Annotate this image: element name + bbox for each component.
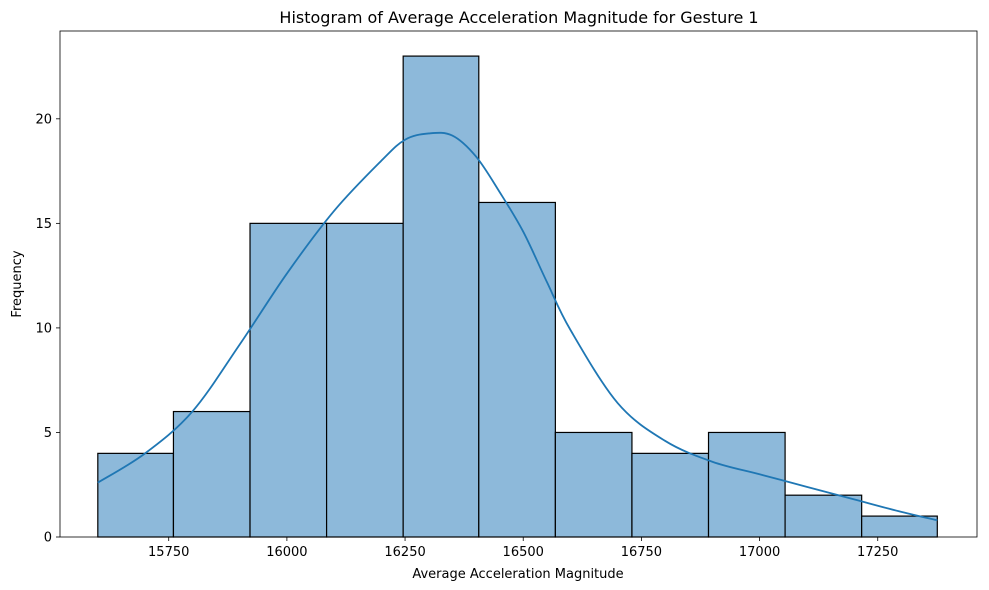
x-axis-label: Average Acceleration Magnitude xyxy=(412,567,623,582)
histogram-bar xyxy=(784,494,863,538)
y-axis-ticks: 0 5 10 15 20 xyxy=(35,112,60,546)
x-tick-label: 17000 xyxy=(739,545,780,560)
chart-title: Histogram of Average Acceleration Magnit… xyxy=(279,8,758,27)
histogram-bar xyxy=(249,222,328,538)
x-tick-label: 15750 xyxy=(148,545,189,560)
histogram-bar xyxy=(97,452,175,538)
x-tick-label: 16500 xyxy=(503,545,544,560)
x-tick-label: 16750 xyxy=(621,545,662,560)
histogram-bar xyxy=(478,201,556,538)
kde-group xyxy=(97,131,938,522)
kde-curve xyxy=(97,131,938,522)
histogram-bar xyxy=(631,452,710,538)
histogram-bar xyxy=(554,431,633,538)
x-tick-label: 16250 xyxy=(384,545,425,560)
plot-frame xyxy=(59,30,978,538)
histogram-bar xyxy=(707,431,786,538)
bars-group xyxy=(97,55,938,538)
y-tick-label: 5 xyxy=(44,426,52,441)
histogram-bar xyxy=(172,410,251,538)
x-tick-label: 17250 xyxy=(857,545,898,560)
y-tick-label: 0 xyxy=(44,531,52,546)
x-axis-ticks: 15750 16000 16250 16500 16750 17000 17250 xyxy=(148,537,898,560)
x-tick-label: 16000 xyxy=(266,545,307,560)
y-axis-label: Frequency xyxy=(10,250,25,317)
histogram-bar xyxy=(861,515,938,538)
y-tick-label: 15 xyxy=(35,217,52,232)
histogram-bar xyxy=(325,222,404,538)
y-tick-label: 20 xyxy=(35,112,52,127)
histogram-bar xyxy=(402,55,480,538)
y-tick-label: 10 xyxy=(35,321,52,336)
